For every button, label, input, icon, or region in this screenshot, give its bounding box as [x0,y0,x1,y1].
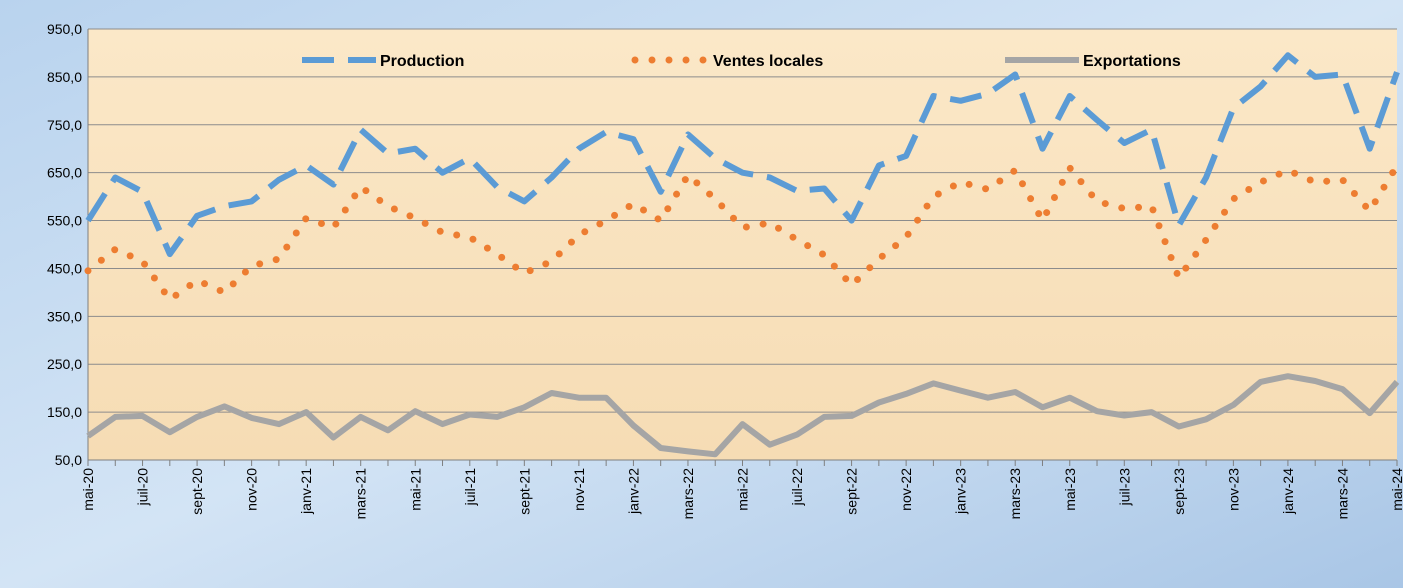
x-tick-label: juil-20 [135,468,151,507]
x-tick-label: nov-22 [898,468,914,511]
x-tick-label: sept-22 [844,468,860,515]
y-tick-label: 50,0 [55,452,82,468]
y-tick-label: 950,0 [47,21,82,37]
line-series [86,373,1400,458]
x-tick-label: janv-22 [625,468,641,515]
legend-label: Production [380,53,464,70]
x-tick-label: mai-24 [1389,468,1403,511]
y-tick-label: 550,0 [47,213,82,229]
line-series [84,162,1401,304]
x-tick-label: janv-23 [953,468,969,515]
x-tick-label: juil-21 [462,468,478,507]
legend-label: Ventes locales [713,53,823,70]
y-tick-label: 150,0 [47,404,82,420]
line-series [85,52,1400,258]
x-tick-label: nov-20 [244,468,260,511]
x-tick-label: mai-20 [80,468,96,511]
x-tick-label: mars-24 [1334,468,1350,520]
x-tick-label: janv-21 [298,468,314,515]
y-tick-label: 250,0 [47,356,82,372]
x-tick-label: sept-23 [1171,468,1187,515]
x-tick-label: nov-21 [571,468,587,511]
y-tick-label: 850,0 [47,69,82,85]
x-tick-label: mars-22 [680,468,696,520]
x-tick-label: mai-21 [407,468,423,511]
x-tick-label: juil-22 [789,468,805,507]
y-tick-label: 350,0 [47,308,82,324]
x-tick-label: mars-23 [1007,468,1023,520]
y-tick-label: 450,0 [47,260,82,276]
plot-area [88,29,1397,460]
y-tick-label: 750,0 [47,117,82,133]
y-tick-label: 650,0 [47,165,82,181]
x-tick-label: juil-23 [1116,468,1132,507]
x-tick-label: nov-23 [1225,468,1241,511]
x-tick-label: mai-23 [1062,468,1078,511]
x-tick-label: mai-22 [735,468,751,511]
x-tick-label: mars-21 [353,468,369,520]
x-tick-label: janv-24 [1280,468,1296,515]
x-tick-label: sept-20 [189,468,205,515]
x-tick-label: sept-21 [516,468,532,515]
legend-label: Exportations [1083,53,1181,70]
